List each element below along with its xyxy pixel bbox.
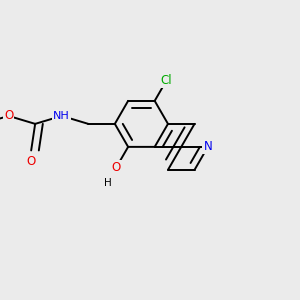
Text: O: O xyxy=(4,110,13,122)
Text: O: O xyxy=(112,161,121,174)
Text: N: N xyxy=(203,140,212,153)
Text: Cl: Cl xyxy=(161,74,172,87)
Text: NH: NH xyxy=(53,111,70,121)
Text: O: O xyxy=(26,154,36,168)
Text: H: H xyxy=(104,178,111,188)
